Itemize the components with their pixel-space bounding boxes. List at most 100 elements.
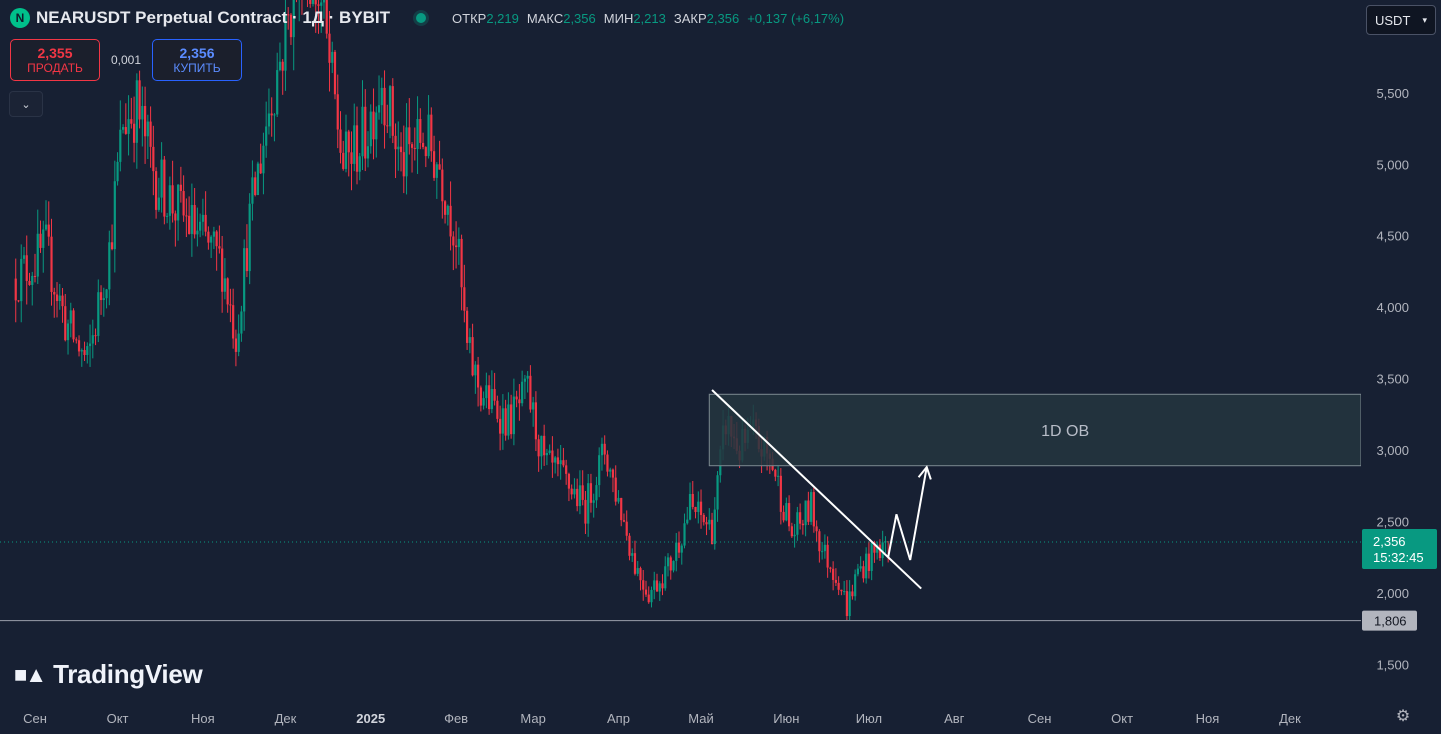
collapse-toggle-button[interactable]: ⌄ [9, 91, 43, 117]
candle-body [416, 119, 419, 150]
order-block-zone[interactable] [708, 393, 1362, 467]
market-status-icon[interactable] [416, 13, 427, 23]
candle-body [193, 205, 196, 235]
candle-body [496, 400, 499, 419]
candle-body [314, 0, 317, 5]
candle-body [358, 156, 361, 172]
candle-body [435, 164, 438, 178]
time-tick-label: Май [688, 711, 713, 726]
candle-body [157, 197, 160, 210]
candle-body [465, 310, 469, 343]
candle-body [328, 33, 331, 63]
settings-gear-icon[interactable]: ⚙ [1395, 708, 1411, 725]
candle-body [344, 131, 348, 169]
candle-body [592, 500, 595, 503]
candle-body [399, 146, 403, 153]
candle-body [163, 159, 166, 217]
time-tick-label: Окт [107, 711, 129, 726]
tradingview-logo[interactable]: ■▲ TradingView [14, 659, 203, 690]
candle-body [86, 346, 89, 356]
candle-body [843, 591, 846, 593]
candle-body [666, 557, 670, 567]
candle-body [446, 205, 449, 215]
candle-body [584, 499, 587, 524]
candle-body [14, 278, 17, 301]
price-tick-label: 3,000 [1376, 443, 1409, 458]
candle-body [364, 106, 367, 159]
time-axis[interactable]: Сен Окт Ноя Дек 2025 Фев Мар Апр Май Июн Июл Авг Сен… [23, 711, 1301, 726]
candle-body [504, 408, 507, 436]
candle-body [185, 215, 188, 217]
projection-path[interactable] [887, 466, 928, 561]
candle-body [532, 402, 535, 410]
candle-body [818, 531, 821, 552]
candle-body [697, 501, 700, 512]
candle-body [790, 526, 793, 537]
candle-body [551, 450, 554, 463]
price-tick-label: 5,500 [1376, 86, 1409, 101]
candle-body [862, 566, 865, 579]
candle-body [42, 229, 45, 248]
candle-body [179, 184, 182, 192]
candle-body [672, 560, 675, 571]
candle-body [512, 396, 515, 435]
candle-body [526, 375, 529, 379]
candle-body [642, 580, 645, 590]
last-price-badge[interactable] [1362, 529, 1437, 569]
support-price-badge[interactable] [1362, 610, 1417, 631]
candle-body [160, 159, 163, 198]
candle-body [785, 503, 788, 521]
candle-body [529, 375, 532, 410]
candle-body [438, 164, 441, 170]
currency-select[interactable]: USDT ▾ [1366, 5, 1436, 35]
candle-body [432, 151, 436, 178]
candle-body [405, 127, 408, 177]
candle-body [688, 493, 692, 520]
candle-body [611, 469, 615, 478]
ohlc-open-label: ОТКР [452, 10, 487, 26]
price-tick-label: 1,500 [1376, 657, 1409, 672]
candle-body [774, 469, 777, 477]
candle-body [204, 214, 207, 232]
trendline[interactable] [711, 389, 922, 590]
candle-body [64, 306, 67, 341]
candle-body [97, 292, 100, 336]
candle-body [854, 574, 857, 597]
candle-body [573, 488, 576, 495]
candle-body [88, 343, 92, 347]
candle-body [99, 292, 103, 301]
candle-body [221, 248, 224, 292]
candle-body [113, 181, 116, 250]
candle-body [265, 126, 268, 146]
symbol-title[interactable]: NEARUSDT Perpetual Contract · 1Д · BYBIT [36, 8, 391, 27]
candle-body [810, 492, 813, 522]
candle-body [262, 145, 265, 174]
sell-button[interactable]: 2,355 ПРОДАТЬ [10, 39, 100, 81]
price-axis[interactable]: 1,500 2,000 2,500 3,000 3,500 4,000 4,500 5,000… [1361, 0, 1441, 734]
candle-body [146, 121, 149, 137]
candle-body [325, 0, 328, 34]
candle-body [55, 294, 59, 302]
candle-body [878, 544, 882, 559]
candle-body [278, 61, 282, 71]
time-tick-label: Мар [520, 711, 545, 726]
candle-body [259, 163, 262, 174]
chevron-down-icon: ⌄ [21, 98, 31, 111]
buy-button[interactable]: 2,356 КУПИТЬ [152, 39, 242, 81]
candle-body [248, 203, 251, 272]
candle-body [320, 2, 323, 6]
candle-body [281, 61, 284, 71]
candle-body [190, 205, 193, 234]
candle-body [581, 485, 584, 500]
candle-body [207, 231, 210, 243]
candle-body [699, 501, 703, 515]
candle-body [292, 0, 295, 38]
candle-body [152, 146, 155, 172]
candle-body [485, 385, 488, 399]
candle-body [430, 114, 433, 152]
candle-body [350, 152, 353, 164]
candle-body [397, 146, 400, 150]
candle-body [664, 566, 667, 589]
candle-body [856, 568, 860, 575]
